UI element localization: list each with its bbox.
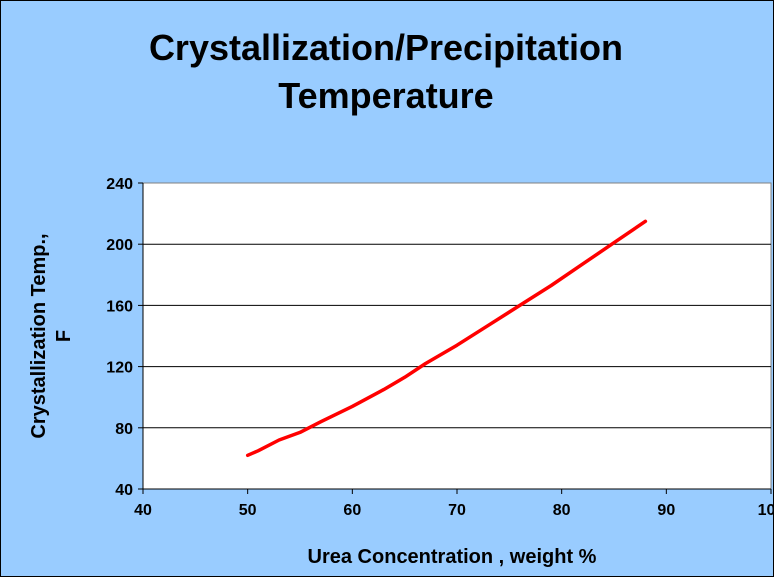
x-tick-label: 60 [343, 502, 361, 519]
y-tick-label: 40 [115, 482, 133, 499]
y-tick-label: 200 [106, 237, 133, 254]
x-tick-label: 50 [239, 502, 257, 519]
x-tick-label: 90 [657, 502, 675, 519]
x-tick-label: 70 [448, 502, 466, 519]
y-tick-label: 120 [106, 360, 133, 377]
series-line-0 [245, 219, 648, 458]
y-axis-title-line-1: Crystallization Temp., [28, 233, 50, 438]
plot-area [142, 182, 772, 490]
x-axis-title: Urea Concentration , weight % [308, 546, 597, 568]
y-tick-label: 240 [106, 176, 133, 193]
chart-title-line-1: Crystallization/Precipitation [149, 27, 623, 68]
y-tick-label: 80 [115, 421, 133, 438]
x-tick-label: 80 [553, 502, 571, 519]
y-tick-label: 160 [106, 298, 133, 315]
chart-title-line-2: Temperature [278, 75, 493, 116]
x-tick-label: 40 [134, 502, 152, 519]
y-axis-title-line-2: F [53, 330, 75, 342]
x-tick-label: 100 [758, 502, 774, 519]
